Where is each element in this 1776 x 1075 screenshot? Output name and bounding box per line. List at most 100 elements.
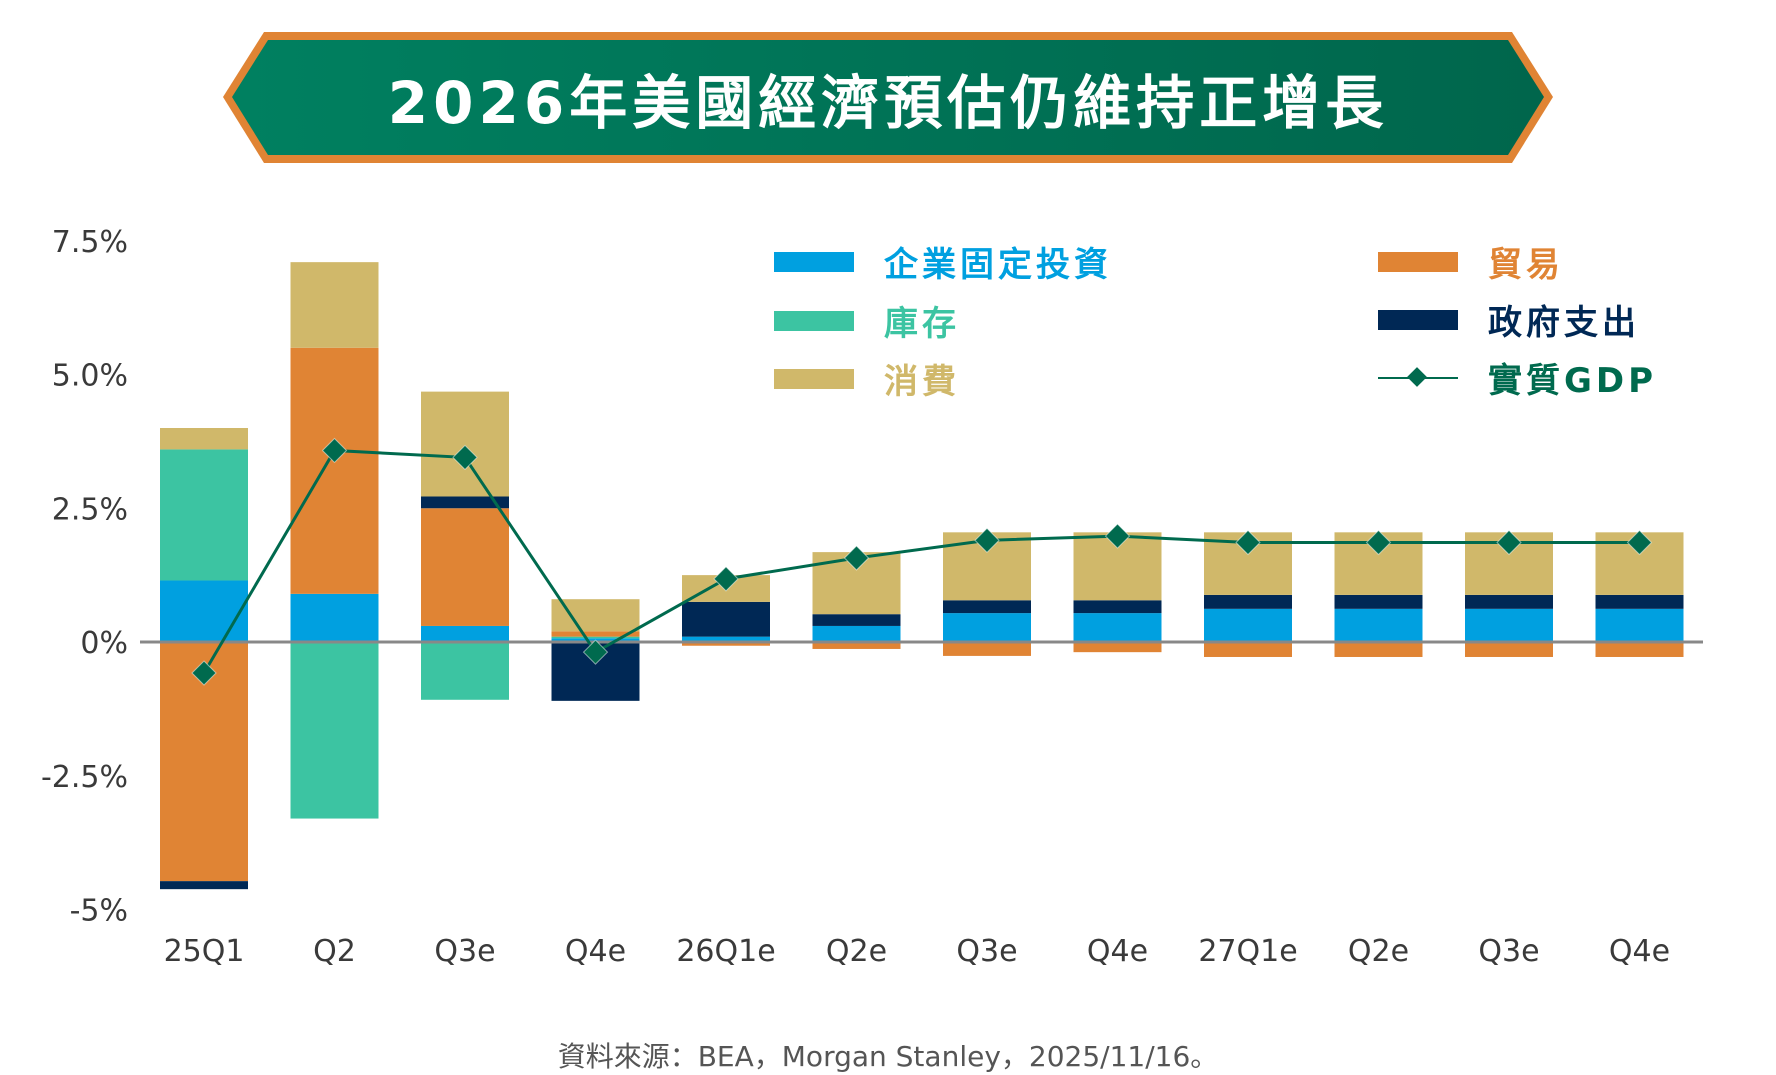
banner-fill [232, 40, 1544, 155]
x-axis: 25Q1 Q2 Q3e Q4e 26Q1e Q2e Q3e Q4e 27Q1e Q2e Q3e Q4e [164, 934, 1671, 969]
bar-segment-government [1465, 594, 1553, 609]
bar-segment-business-investment [812, 625, 901, 642]
bar-segment-government [1334, 594, 1423, 609]
legend-item-inventory: 庫存 [774, 296, 960, 345]
legend-label: 貿易 [1488, 245, 1564, 285]
gdp-point [1496, 529, 1522, 556]
y-tick-label: 0% [80, 626, 128, 661]
bar-segment-business-investment [1334, 608, 1423, 642]
title-banner [223, 32, 1553, 163]
bar-segment-government [682, 601, 770, 637]
y-tick-label: 7.5% [52, 225, 128, 260]
bar-segment-trade [1204, 642, 1292, 657]
bar-stack [160, 428, 248, 890]
bar-segment-inventory [551, 636, 640, 639]
gdp-point [1365, 529, 1392, 556]
y-tick-label: 2.5% [52, 492, 128, 527]
bar-segment-trade [1073, 642, 1162, 653]
legend-swatch [774, 310, 854, 331]
bar-segment-business-investment [160, 580, 248, 642]
y-tick-label: -5% [70, 894, 128, 929]
y-axis: 7.5% 5.0% 2.5% 0% -2.5% -5% [41, 225, 128, 929]
bar-segment-consumption [160, 428, 248, 450]
gdp-point [974, 527, 1000, 554]
x-tick-label: 26Q1e [676, 934, 775, 969]
legend-label: 政府支出 [1488, 303, 1640, 343]
bar-segment-trade [1465, 642, 1553, 657]
bar-segment-consumption [551, 599, 640, 632]
x-tick-label: Q3e [1478, 934, 1539, 969]
bar-segment-inventory [290, 642, 379, 819]
x-tick-label: Q2e [1348, 934, 1409, 969]
bar-segment-trade [290, 347, 379, 594]
bar-segment-business-investment [1204, 608, 1292, 642]
source-note: 資料來源：BEA，Morgan Stanley，2025/11/16。 [557, 1040, 1219, 1073]
bar-segment-business-investment [1465, 608, 1553, 642]
bar-segment-trade [682, 642, 770, 646]
bar-stack [290, 262, 379, 819]
bar-segment-business-investment [421, 625, 509, 642]
bar-segment-consumption [421, 391, 509, 497]
gdp-point [452, 444, 478, 471]
legend-swatch [1378, 251, 1458, 272]
gdp-point [1626, 529, 1653, 556]
legend-item-business-investment: 企業固定投資 [774, 237, 1112, 286]
legend-item-gdp: 實質GDP [1378, 353, 1657, 402]
bar-segment-business-investment [682, 636, 770, 642]
bar-segment-government [1204, 594, 1292, 609]
x-tick-label: Q2e [826, 934, 887, 969]
x-tick-label: 25Q1 [164, 934, 245, 969]
bar-segment-business-investment [943, 613, 1031, 642]
legend-line-diamond-icon [1378, 366, 1458, 388]
x-tick-label: Q4e [565, 934, 626, 969]
stacked-bar-chart: 7.5% 5.0% 2.5% 0% -2.5% -5% 25Q1 Q2 Q3e Q4e 26Q1e… [41, 225, 1703, 969]
bar-segment-trade [421, 508, 509, 626]
bar-segment-government [1595, 594, 1684, 609]
legend-label: 消費 [884, 362, 960, 402]
legend-label: 庫存 [884, 304, 960, 344]
gdp-line-group [191, 437, 1653, 686]
bar-segment-inventory [421, 642, 509, 700]
bar-stack [421, 391, 509, 700]
diamond-icon [1407, 366, 1427, 387]
legend-item-government: 政府支出 [1378, 295, 1640, 344]
gdp-point [582, 639, 609, 665]
bar-stack [1073, 532, 1162, 653]
bar-segment-government [421, 496, 509, 509]
gdp-point [843, 545, 870, 571]
legend-item-trade: 貿易 [1378, 237, 1564, 286]
legend-swatch [1378, 309, 1458, 330]
x-tick-label: Q2 [313, 934, 356, 969]
bar-segment-trade [1334, 642, 1423, 657]
bar-segment-government [943, 600, 1031, 614]
legend-item-consumption: 消費 [774, 354, 960, 403]
gdp-point [1235, 529, 1261, 556]
bar-segment-business-investment [1595, 608, 1684, 642]
gdp-line [202, 448, 1640, 674]
x-tick-label: Q3e [956, 934, 1017, 969]
bar-segment-trade [1595, 642, 1684, 657]
gdp-point [713, 566, 739, 592]
bar-stack [551, 599, 640, 701]
y-tick-label: -2.5% [41, 760, 128, 795]
gdp-point [191, 660, 217, 686]
bar-segment-business-investment [1073, 613, 1162, 642]
x-tick-label: Q4e [1609, 934, 1670, 969]
bar-segment-government [1073, 600, 1162, 614]
bar-segment-business-investment [290, 593, 379, 642]
page-title: 2026年美國經濟預估仍維持正增長 [387, 68, 1389, 137]
x-tick-label: 27Q1e [1198, 934, 1297, 969]
legend-label: 實質GDP [1488, 361, 1658, 401]
x-tick-label: Q4e [1087, 934, 1148, 969]
legend-swatch [774, 368, 854, 389]
bar-segment-government [160, 881, 248, 890]
bar-segment-government [812, 614, 901, 626]
bar-segment-trade [812, 642, 901, 649]
gdp-point [321, 437, 348, 464]
y-tick-label: 5.0% [52, 359, 128, 394]
gdp-point [1104, 523, 1131, 549]
x-tick-label: Q3e [434, 934, 495, 969]
legend-label: 企業固定投資 [884, 245, 1112, 285]
legend-swatch [774, 251, 854, 272]
bar-segment-trade [551, 631, 640, 637]
